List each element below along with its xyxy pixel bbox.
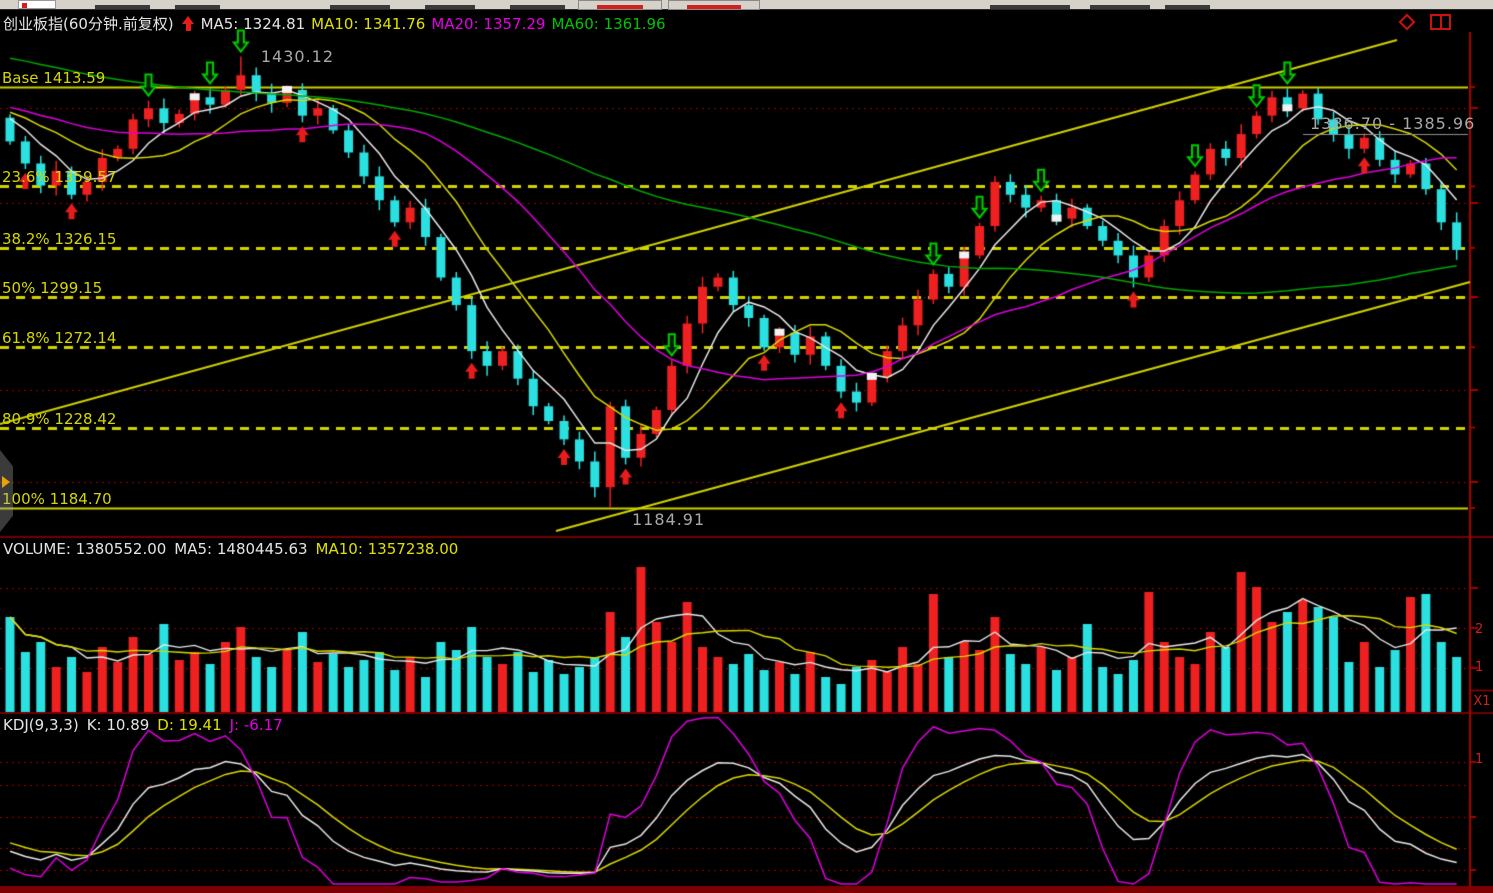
menu-item-fragment[interactable]	[425, 5, 475, 9]
peak-price-annotation: 1430.12	[260, 46, 335, 66]
fib-label-100: 100% 1184.70	[2, 490, 112, 508]
toolbar-button[interactable]	[668, 0, 760, 10]
toolbar-app-icon[interactable]	[18, 0, 56, 9]
marker-price-annotation: 1386.70 - 1385.96	[1310, 114, 1476, 134]
volume-value-label: VOLUME: 1380552.00	[3, 540, 167, 558]
fib-label-50: 50% 1299.15	[2, 279, 103, 298]
volume-ma10-label: MA10: 1357238.00	[315, 540, 459, 558]
volume-scale-digit: 2	[1475, 622, 1484, 637]
ma10-label: MA10: 1341.76	[311, 15, 426, 33]
kdj-k-label: K: 10.89	[86, 716, 150, 734]
flyout-arrow-icon	[2, 476, 10, 488]
split-window-icon[interactable]	[1430, 14, 1451, 30]
kdj-j-label: J: -6.17	[229, 716, 283, 734]
button-label-fragment	[687, 5, 741, 9]
menu-item-fragment[interactable]	[330, 5, 390, 9]
menu-item-fragment[interactable]	[95, 5, 150, 9]
instrument-title: 创业板指(60分钟.前复权)	[3, 15, 174, 33]
volume-scale-digit: 1	[1475, 660, 1484, 675]
menu-item-fragment[interactable]	[510, 5, 565, 9]
fib-label-23-6: 23.6% 1359.57	[2, 168, 117, 187]
menu-item-fragment[interactable]	[990, 5, 1070, 9]
toolbar-button[interactable]	[578, 0, 662, 10]
fib-label-80-9: 80.9% 1228.42	[2, 409, 117, 428]
kdj-d-label: D: 19.41	[157, 716, 222, 734]
main-chart-header: 创业板指(60分钟.前复权) MA5: 1324.81 MA10: 1341.76 M…	[3, 13, 672, 34]
menu-item-fragment[interactable]	[1090, 5, 1150, 9]
up-arrow-icon	[181, 16, 195, 31]
low-price-annotation: 1184.91	[632, 509, 706, 529]
ma20-label: MA20: 1357.29	[431, 15, 546, 33]
app-icon-dot	[22, 3, 27, 8]
left-flyout-handle[interactable]	[0, 450, 13, 532]
volume-ma5-label: MA5: 1480445.63	[174, 540, 308, 558]
fib-label-61-8: 61.8% 1272.14	[2, 329, 117, 348]
volume-scale-mode-badge[interactable]: X1	[1473, 694, 1491, 709]
ma5-label: MA5: 1324.81	[200, 15, 306, 33]
button-label-fragment	[597, 5, 643, 9]
fib-label-38-2: 38.2% 1326.15	[2, 229, 117, 248]
kdj-scale-digit: 1	[1475, 752, 1484, 767]
volume-panel-header: VOLUME: 1380552.00 MA5: 1480445.63 MA10: 1…	[3, 540, 466, 558]
top-toolbar	[0, 0, 1493, 10]
menu-item-fragment[interactable]	[175, 5, 220, 9]
menu-item-fragment[interactable]	[1165, 5, 1210, 9]
ma60-label: MA60: 1361.96	[551, 15, 666, 33]
fib-label-base: Base 1413.59	[2, 69, 106, 87]
kdj-title-label: KDJ(9,3,3)	[3, 716, 79, 734]
pane-divider	[1440, 16, 1442, 28]
kdj-panel-header: KDJ(9,3,3) K: 10.89 D: 19.41 J: -6.17	[3, 716, 291, 734]
